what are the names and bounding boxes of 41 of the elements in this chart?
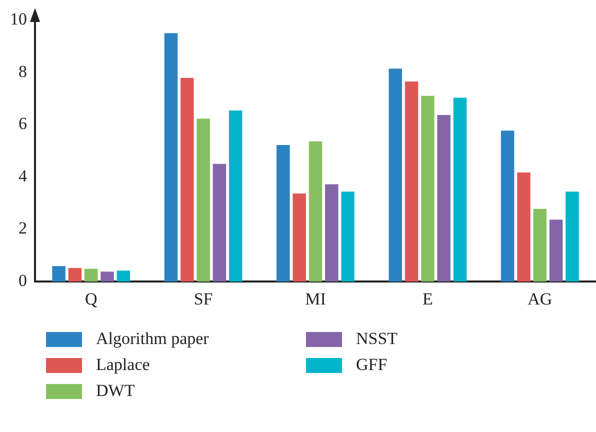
bar xyxy=(404,81,418,282)
x-tick-label: MI xyxy=(305,289,326,308)
bar xyxy=(292,193,306,282)
bar xyxy=(308,141,322,282)
x-tick-label: SF xyxy=(194,289,213,308)
y-tick-label: 0 xyxy=(18,271,27,290)
y-tick-label: 2 xyxy=(18,218,27,238)
bar xyxy=(84,268,98,282)
x-tick-label: Q xyxy=(84,289,98,308)
bar xyxy=(100,272,114,282)
bar xyxy=(52,266,66,282)
bar xyxy=(549,220,563,282)
legend-label: Laplace xyxy=(96,355,150,375)
bar xyxy=(341,192,354,282)
bar xyxy=(517,172,530,282)
bar xyxy=(164,33,178,282)
y-tick-label: 6 xyxy=(18,114,27,134)
bar xyxy=(212,164,226,282)
bar xyxy=(453,98,467,282)
legend-label: NSST xyxy=(356,329,398,349)
x-tick-label: E xyxy=(422,289,433,308)
bar xyxy=(388,68,402,282)
bar xyxy=(500,130,514,282)
bar xyxy=(325,184,338,282)
bar xyxy=(116,270,130,282)
bar xyxy=(276,145,290,282)
bar xyxy=(228,110,242,282)
bar xyxy=(437,114,450,282)
bar xyxy=(68,268,82,282)
legend-label: GFF xyxy=(356,355,388,375)
y-tick-label: 8 xyxy=(18,62,27,81)
y-tick-label: 10 xyxy=(10,9,27,28)
bar xyxy=(421,96,434,282)
bar xyxy=(196,118,210,282)
x-tick-label: AG xyxy=(528,289,552,308)
legend-label: DWT xyxy=(96,381,135,401)
bar xyxy=(566,192,579,282)
legend-label: Algorithm paper xyxy=(96,329,209,349)
bar xyxy=(533,208,547,282)
y-tick-label: 4 xyxy=(18,166,28,186)
bar xyxy=(180,78,194,282)
